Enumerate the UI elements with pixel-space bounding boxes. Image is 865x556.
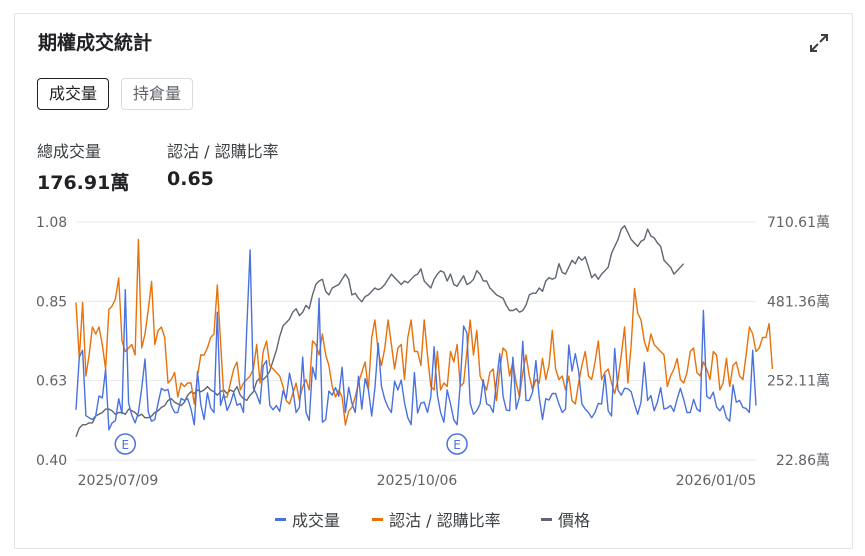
- legend-label: 成交量: [292, 511, 340, 530]
- earnings-marker: [446, 433, 468, 455]
- metric-tabs: 成交量 持倉量: [37, 78, 194, 110]
- tab-open-interest[interactable]: 持倉量: [121, 78, 194, 110]
- x-tick-label: 2025/07/09: [78, 473, 159, 489]
- series-line-1: [75, 238, 774, 426]
- y-left-tick-label: 0.63: [36, 374, 67, 390]
- stat-label: 認沽 / 認購比率: [167, 142, 279, 161]
- card-title: 期權成交統計: [38, 32, 153, 54]
- stat-total-volume: 總成交量 176.91萬: [37, 138, 129, 195]
- x-tick-label: 2026/01/05: [676, 473, 757, 489]
- earnings-marker-label: E: [121, 438, 129, 452]
- earnings-marker-label: E: [453, 438, 461, 452]
- y-left-tick-label: 1.08: [36, 215, 67, 231]
- stat-value: 0.65: [167, 168, 214, 190]
- series-line-0: [75, 249, 757, 431]
- legend-label: 價格: [558, 511, 590, 530]
- y-right-tick-label: 22.86萬: [776, 453, 830, 469]
- stat-label: 總成交量: [37, 142, 102, 161]
- expand-icon[interactable]: [807, 31, 831, 55]
- stat-value: 176.91萬: [37, 172, 130, 194]
- y-right-tick-label: 252.11萬: [767, 374, 830, 390]
- y-left-tick-label: 0.40: [36, 453, 67, 469]
- tab-volume[interactable]: 成交量: [37, 78, 110, 110]
- legend-label: 認沽 / 認購比率: [389, 511, 501, 530]
- y-right-tick-label: 481.36萬: [767, 294, 830, 310]
- y-right-tick-label: 710.61萬: [767, 215, 830, 231]
- legend-swatch: [541, 518, 552, 521]
- y-left-tick-label: 0.85: [36, 294, 67, 310]
- stat-put-call-ratio: 認沽 / 認購比率 0.65: [167, 138, 279, 190]
- legend-swatch: [275, 518, 286, 521]
- series-line-2: [75, 224, 685, 438]
- legend-swatch: [372, 518, 383, 521]
- earnings-marker: [114, 433, 137, 455]
- x-tick-label: 2025/10/06: [377, 473, 458, 489]
